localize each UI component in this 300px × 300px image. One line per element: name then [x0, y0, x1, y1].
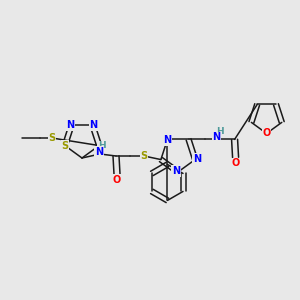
Text: N: N [164, 135, 172, 146]
Text: O: O [232, 158, 240, 168]
Text: O: O [262, 128, 271, 138]
Text: N: N [89, 120, 98, 130]
Text: S: S [140, 151, 148, 161]
Text: N: N [172, 166, 180, 176]
Text: N: N [212, 132, 220, 142]
Text: S: S [61, 141, 68, 151]
Text: N: N [193, 154, 201, 164]
Text: H: H [216, 127, 224, 136]
Text: N: N [95, 147, 103, 157]
Text: S: S [48, 133, 56, 143]
Text: N: N [66, 120, 74, 130]
Text: H: H [98, 142, 106, 151]
Text: O: O [113, 175, 121, 185]
